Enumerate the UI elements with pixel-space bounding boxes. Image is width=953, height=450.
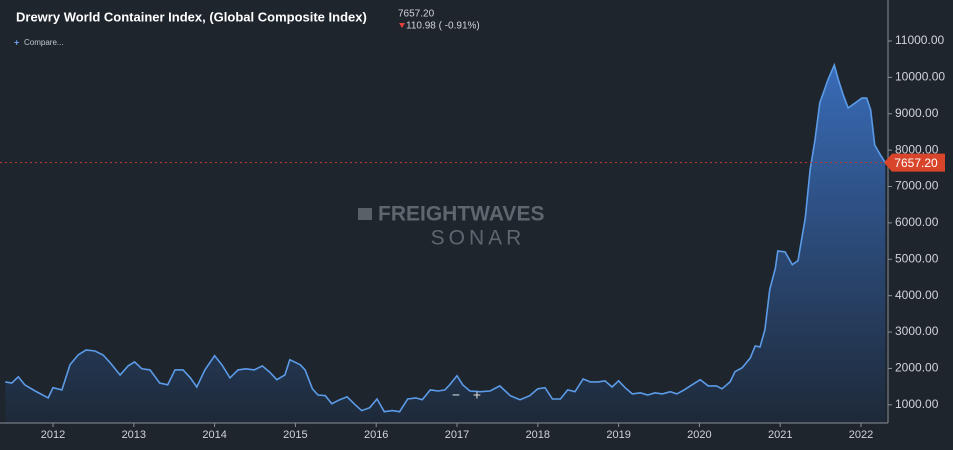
y-tick-label: 3000.00 bbox=[895, 324, 939, 338]
x-tick-label: 2020 bbox=[687, 429, 711, 441]
change: 110.98 ( -0.91%) bbox=[406, 21, 480, 32]
x-tick-label: 2018 bbox=[526, 429, 550, 441]
chart-title: Drewry World Container Index, (Global Co… bbox=[16, 9, 367, 24]
x-tick-label: 2021 bbox=[768, 429, 792, 441]
x-tick-label: 2017 bbox=[445, 429, 469, 441]
x-tick-label: 2014 bbox=[202, 429, 226, 441]
compare-button[interactable]: Compare... bbox=[24, 38, 64, 47]
y-tick-label: 4000.00 bbox=[895, 288, 939, 302]
zoom-in[interactable]: + bbox=[473, 387, 481, 403]
current-value-tag-label: 7657.20 bbox=[894, 156, 938, 170]
y-tick-label: 2000.00 bbox=[895, 361, 939, 375]
plot bbox=[5, 62, 886, 423]
x-tick-label: 2013 bbox=[122, 429, 146, 441]
y-tick-label: 9000.00 bbox=[895, 106, 939, 120]
line bbox=[5, 62, 886, 413]
watermark-logo bbox=[358, 208, 372, 220]
y-tick-label: 11000.00 bbox=[895, 33, 944, 47]
y-tick-label: 8000.00 bbox=[895, 142, 939, 156]
y-tick-label: 5000.00 bbox=[895, 251, 939, 265]
y-tick-label: 7000.00 bbox=[895, 179, 939, 193]
x-tick-label: 2012 bbox=[41, 429, 65, 441]
x-tick-label: 2022 bbox=[849, 429, 873, 441]
current-value: 7657.20 bbox=[398, 9, 435, 20]
y-tick-label: 10000.00 bbox=[895, 70, 945, 84]
zoom-out[interactable]: − bbox=[452, 387, 460, 403]
compare-plus[interactable]: + bbox=[14, 37, 19, 47]
y-tick-label: 6000.00 bbox=[895, 215, 939, 229]
down-arrow bbox=[399, 23, 405, 28]
x-tick-label: 2016 bbox=[364, 429, 388, 441]
watermark: FREIGHTWAVES bbox=[378, 203, 544, 226]
x-tick-label: 2019 bbox=[606, 429, 630, 441]
watermark: SONAR bbox=[431, 227, 526, 250]
current-value-tag bbox=[884, 153, 945, 172]
area bbox=[5, 65, 886, 423]
x-tick-label: 2015 bbox=[283, 429, 307, 441]
y-tick-label: 1000.00 bbox=[895, 397, 939, 411]
